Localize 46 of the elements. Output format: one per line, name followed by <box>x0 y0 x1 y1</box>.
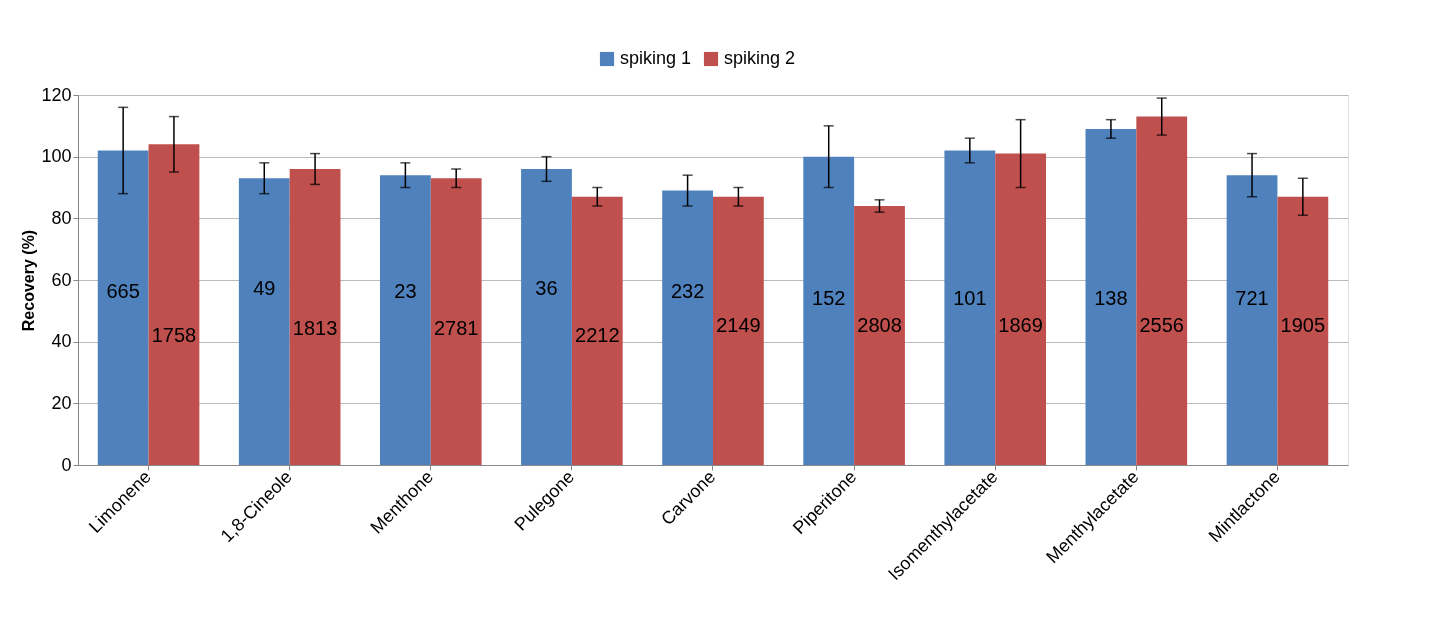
bar <box>1136 116 1188 465</box>
bar <box>662 190 713 465</box>
annotation: 1758 <box>151 323 197 346</box>
annotation: 23 <box>394 280 417 303</box>
y-tick-label: 40 <box>51 331 72 352</box>
y-tick-label: 120 <box>41 84 72 105</box>
y-tick-label: 60 <box>51 269 72 290</box>
bar <box>521 169 572 465</box>
annotation: 2808 <box>857 314 902 337</box>
bar <box>148 144 200 465</box>
annotation: 49 <box>253 277 276 300</box>
bar <box>1085 128 1137 465</box>
annotation: 152 <box>812 286 846 309</box>
bar <box>1226 175 1278 465</box>
annotation: 1813 <box>292 317 338 340</box>
bar <box>713 196 764 465</box>
bar <box>430 178 482 465</box>
annotation: 2781 <box>433 317 479 340</box>
bar <box>803 156 855 465</box>
legend-label: spiking 2 <box>724 48 796 68</box>
annotation: 2556 <box>1139 314 1184 337</box>
bar <box>97 150 149 465</box>
annotation: 2149 <box>716 314 761 337</box>
y-tick-label: 20 <box>51 392 72 413</box>
bar <box>571 196 623 465</box>
bar <box>995 153 1047 465</box>
annotation: 101 <box>953 286 987 309</box>
bar <box>854 206 905 465</box>
legend-label: spiking 1 <box>620 48 692 68</box>
y-tick-label: 0 <box>61 454 72 475</box>
annotation: 138 <box>1094 286 1128 309</box>
y-tick-label: 80 <box>51 207 72 228</box>
annotation: 36 <box>535 277 558 300</box>
bar <box>238 178 290 465</box>
annotation: 1869 <box>998 314 1043 337</box>
y-axis-title: Recovery (%) <box>20 229 38 332</box>
annotation: 232 <box>670 280 705 303</box>
annotation: 721 <box>1235 286 1269 309</box>
annotation: 665 <box>106 280 140 303</box>
y-tick-label: 100 <box>41 146 72 167</box>
bar <box>1277 196 1329 465</box>
bar <box>379 175 431 465</box>
annotation: 1905 <box>1280 314 1326 337</box>
bar <box>944 150 996 465</box>
annotation: 2212 <box>575 323 620 346</box>
bar <box>289 169 341 465</box>
